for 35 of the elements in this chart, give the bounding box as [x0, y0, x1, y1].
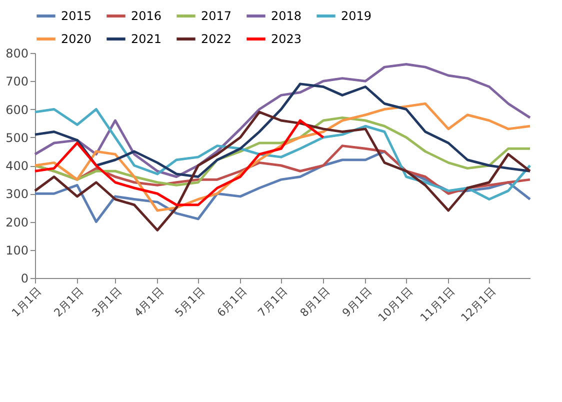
x-tick-label: 9月1日 [340, 284, 374, 320]
x-tick-label: 10月1日 [376, 284, 416, 324]
x-tick-label: 2月1日 [51, 284, 86, 320]
legend-label: 2019 [341, 9, 372, 23]
line-series [34, 63, 532, 178]
y-tick-label: 800 [6, 46, 28, 60]
x-tick-label: 11月1日 [418, 284, 458, 324]
line-series [34, 82, 532, 178]
legend-label: 2015 [61, 9, 92, 23]
y-tick-label: 200 [6, 215, 28, 230]
y-tick-label: 400 [6, 159, 28, 173]
y-tick-label: 300 [6, 187, 28, 202]
y-tick-label: 500 [6, 130, 28, 145]
legend-label: 2023 [271, 32, 302, 46]
x-tick-label: 8月1日 [298, 284, 332, 320]
legend-label: 2022 [201, 32, 232, 46]
line-series [34, 119, 325, 206]
x-tick-label: 5月1日 [172, 284, 208, 320]
y-tick-label: 100 [6, 243, 28, 258]
legend-label: 2017 [201, 9, 232, 23]
legend-label: 2018 [271, 9, 302, 23]
legend-label: 2021 [131, 32, 162, 46]
y-tick-label: 0 [20, 272, 28, 286]
line-series [34, 110, 532, 232]
legend-label: 2020 [61, 32, 92, 46]
x-tick-label: 3月1日 [90, 284, 124, 320]
x-tick-label: 4月1日 [132, 284, 166, 320]
x-tick-label: 7月1日 [255, 284, 290, 320]
line-series [34, 108, 532, 200]
y-tick-label: 700 [6, 74, 28, 89]
y-tick-label: 600 [6, 102, 28, 117]
x-tick-label: 1月1日 [9, 284, 44, 320]
legend-label: 2016 [131, 9, 162, 23]
x-tick-label: 12月1日 [458, 284, 498, 324]
x-tick-label: 6月1日 [214, 284, 250, 320]
